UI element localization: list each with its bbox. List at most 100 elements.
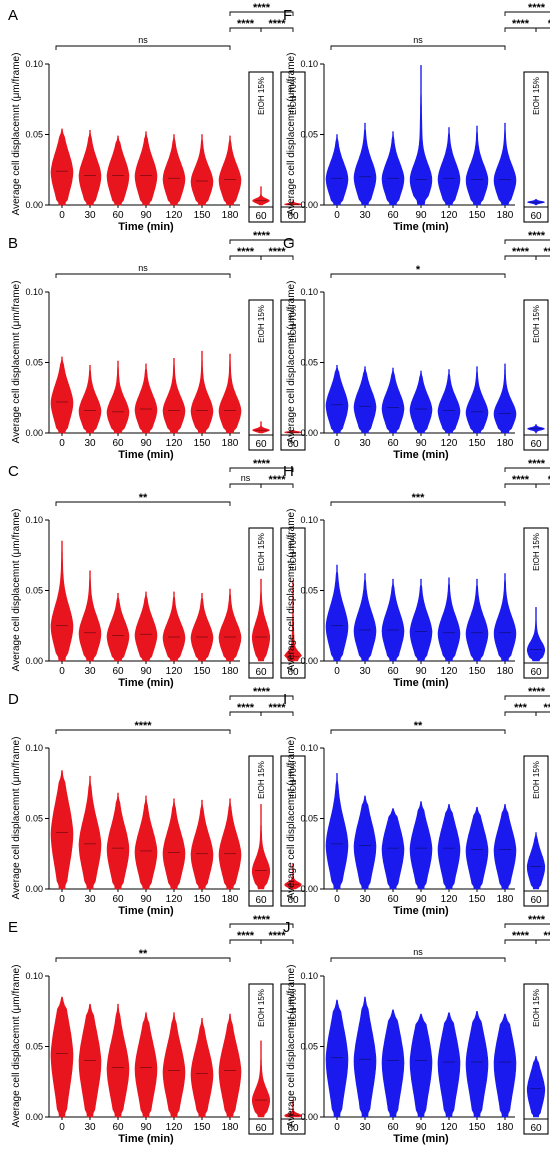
treatment-label: EtOH 15% [532,533,541,571]
sig-time-bracket [330,273,506,278]
x-tick-label: 180 [222,438,239,449]
sig-time-label: ns [138,35,148,45]
x-tick-label: 60 [112,666,124,677]
treatment-label: EtOH 15% [532,305,541,343]
treatment-tick-label: 60 [255,667,267,678]
x-axis-label: Time (min) [393,449,449,461]
x-tick-label: 150 [469,210,486,221]
treatment-tick-label: 60 [287,1123,299,1134]
x-tick-label: 90 [140,666,152,677]
x-tick-label: 120 [441,438,458,449]
sig-180-e15-label: ns [241,473,251,483]
x-tick-label: 150 [469,1122,486,1133]
sig-180-e15-label: **** [512,18,530,30]
y-tick-label: 0.10 [300,287,318,297]
treatment-box [523,71,549,223]
violin [381,131,405,206]
sig-time-label: ns [413,35,423,45]
treatment-label: EtOH 15% [532,989,541,1027]
sig-180-e70-label: **** [253,230,271,242]
violin [106,1003,130,1118]
violin [493,1013,517,1118]
y-tick-label: 0.10 [300,743,318,753]
x-tick-label: 90 [415,666,427,677]
x-tick-label: 180 [497,894,514,905]
violin [437,1012,461,1118]
x-axis-label: Time (min) [118,449,174,461]
treatment-label: EtOH 15% [532,761,541,799]
y-tick-label: 0.10 [25,59,43,69]
sig-time-bracket [330,45,506,50]
x-tick-label: 30 [84,210,96,221]
x-tick-label: 150 [194,1122,211,1133]
treatment-label: EtOH 70% [289,305,298,343]
sig-180-e15-label: **** [512,474,530,486]
y-tick-label: 0.05 [25,130,43,140]
sig-180-e15-label: **** [512,930,530,942]
panel-letter: J [283,919,291,936]
y-axis-label: Average cell displacemnt (μm/frame) [11,53,22,216]
sig-time-bracket [55,45,231,50]
x-tick-label: 60 [387,438,399,449]
treatment-tick-label: 60 [287,211,299,222]
sig-e15-e70-bracket [535,939,550,944]
treatment-label: EtOH 70% [289,761,298,799]
sig-e15-e70-label: **** [268,702,286,714]
x-tick-label: 60 [387,894,399,905]
x-tick-label: 150 [194,438,211,449]
y-tick-label: 0.10 [300,515,318,525]
treatment-tick-label: 60 [530,1123,542,1134]
treatment-box [280,71,306,223]
treatment-tick-label: 60 [255,895,267,906]
panel-letter: I [283,691,287,708]
sig-e15-e70-label: **** [268,18,286,30]
treatment-label: EtOH 70% [289,533,298,571]
x-tick-label: 150 [469,666,486,677]
x-tick-label: 0 [334,210,340,221]
x-tick-label: 150 [194,210,211,221]
violin [106,593,130,662]
sig-180-e70-bracket [504,11,550,16]
y-tick-label: 0.00 [300,656,318,666]
treatment-box [280,299,306,451]
sig-time-bracket [55,273,231,278]
x-tick-label: 180 [497,210,514,221]
violin [162,798,186,890]
sig-180-e70-label: **** [253,458,271,470]
violin [134,795,158,890]
sig-e15-e70-bracket [535,711,550,716]
violin [218,135,242,206]
treatment-label: EtOH 70% [289,989,298,1027]
violin [134,1012,158,1118]
x-tick-label: 0 [59,894,65,905]
x-tick-label: 90 [140,1122,152,1133]
y-axis-label: Average cell displacemnt (μm/frame) [11,737,22,900]
sig-180-e15-label: **** [512,246,530,258]
x-tick-label: 0 [59,666,65,677]
sig-e15-e70-label: ** [548,474,550,486]
violin [218,353,242,434]
treatment-box [248,755,274,907]
y-tick-label: 0.00 [25,428,43,438]
sig-180-e70-label: **** [528,914,546,926]
y-tick-label: 0.10 [300,971,318,981]
treatment-box [248,71,274,223]
treatment-box [523,299,549,451]
treatment-tick-label: 60 [530,211,542,222]
violin [284,1099,302,1118]
x-tick-label: 120 [441,210,458,221]
sig-e15-e70-label: **** [543,702,550,714]
sig-e15-e70-label: **** [268,474,286,486]
violin [437,577,461,662]
violin [190,799,214,890]
x-tick-label: 150 [469,438,486,449]
x-tick-label: 0 [334,894,340,905]
violin [353,366,377,434]
violin [465,366,489,434]
sig-time-bracket [55,957,231,962]
violin [252,186,270,206]
x-axis-label: Time (min) [118,1133,174,1145]
y-tick-label: 0.10 [25,287,43,297]
treatment-tick-label: 60 [287,667,299,678]
